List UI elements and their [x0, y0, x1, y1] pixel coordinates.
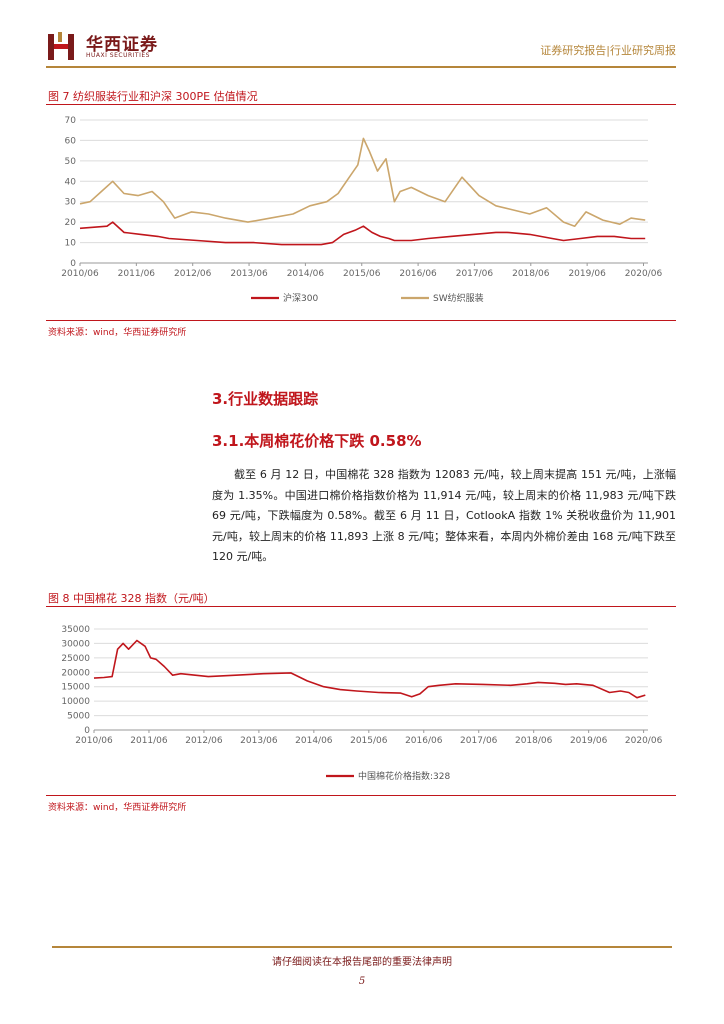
fig8-x-tick-label: 2014/06 [295, 736, 333, 746]
fig7-series-line-0 [79, 221, 646, 246]
fig8-x-tick-label: 2018/06 [515, 736, 553, 746]
fig7-y-tick-label: 20 [65, 218, 77, 228]
fig7-y-tick-label: 50 [65, 157, 77, 167]
figure-8-title: 图 8 中国棉花 328 指数（元/吨） [48, 592, 215, 605]
figure-8-top-rule [46, 606, 676, 607]
footer-divider [52, 946, 672, 948]
fig8-x-tick-label: 2019/06 [570, 736, 608, 746]
fig7-x-tick-label: 2020/06 [625, 269, 663, 279]
fig8-x-tick-label: 2013/06 [240, 736, 278, 746]
fig8-y-tick-label: 20000 [61, 668, 90, 678]
figure-8-chart: 0 5000 10000 15000 20000 25000 30000 35000 2010/… [61, 625, 663, 782]
fig7-x-tick-label: 2013/06 [230, 269, 268, 279]
fig7-x-tick-label: 2010/06 [61, 269, 99, 279]
fig8-legend-label: 中国棉花价格指数:328 [358, 770, 450, 782]
fig7-y-tick-label: 40 [65, 177, 77, 187]
fig7-x-tick-label: 2015/06 [343, 269, 381, 279]
fig8-x-tick-label: 2012/06 [185, 736, 223, 746]
huaxi-logo-icon [48, 32, 74, 60]
fig8-y-tick-label: 10000 [61, 697, 90, 707]
fig7-x-tick-label: 2016/06 [399, 269, 437, 279]
fig8-y-tick-label: 30000 [61, 639, 90, 649]
fig7-x-tick-label: 2017/06 [456, 269, 494, 279]
fig8-x-tick-label: 2011/06 [130, 736, 168, 746]
fig8-x-tick-label: 2015/06 [350, 736, 388, 746]
figure-7-chart: 0 10 20 30 40 50 60 70 2010/06 2011/06 2012/06 2013… [61, 116, 663, 304]
fig8-y-tick-label: 35000 [61, 625, 90, 635]
fig8-x-tick-label: 2017/06 [460, 736, 498, 746]
fig8-x-tick-label: 2016/06 [405, 736, 443, 746]
fig7-x-tick-label: 2014/06 [287, 269, 325, 279]
legal-notice: 请仔细阅读在本报告尾部的重要法律声明 [272, 957, 452, 968]
fig7-legend-label: 沪深300 [283, 292, 318, 304]
fig7-x-tick-label: 2012/06 [174, 269, 212, 279]
fig8-series-line-0 [93, 639, 646, 699]
fig7-x-tick-label: 2018/06 [512, 269, 550, 279]
fig8-y-tick-label: 0 [84, 726, 90, 736]
report-type: 证券研究报告|行业研究周报 [540, 44, 676, 57]
subsection-heading: 3.1.本周棉花价格下跌 0.58% [212, 432, 422, 450]
figure-8-bottom-rule [46, 795, 676, 796]
figure-7-title: 图 7 纺织服装行业和沪深 300PE 估值情况 [48, 90, 258, 103]
fig7-legend-label: SW纺织服装 [433, 292, 484, 304]
figure-7-source: 资料来源：wind，华西证券研究所 [48, 328, 187, 338]
fig7-x-tick-label: 2011/06 [118, 269, 156, 279]
brand-name: 华西证券 [86, 35, 158, 55]
figure-8-source: 资料来源：wind，华西证券研究所 [48, 803, 187, 813]
fig7-y-tick-label: 30 [65, 198, 77, 208]
body-paragraph: 截至 6 月 12 日，中国棉花 328 指数为 12083 元/吨，较上周末提… [212, 468, 676, 563]
fig8-y-tick-label: 5000 [67, 712, 90, 722]
fig8-x-tick-label: 2010/06 [75, 736, 113, 746]
fig8-y-tick-label: 15000 [61, 683, 90, 693]
figure-7-top-rule [46, 104, 676, 105]
page-number: 5 [358, 976, 366, 987]
fig7-x-tick-label: 2019/06 [568, 269, 606, 279]
fig7-series-line-1 [79, 137, 646, 227]
fig8-y-tick-label: 25000 [61, 654, 90, 664]
brand-english-name: HUAXI SECURITIES [86, 52, 150, 59]
figure-7-bottom-rule [46, 320, 676, 321]
fig7-y-tick-label: 0 [70, 259, 76, 269]
fig7-y-tick-label: 60 [65, 136, 77, 146]
fig8-x-tick-label: 2020/06 [625, 736, 663, 746]
fig7-y-tick-label: 70 [65, 116, 77, 126]
section-heading: 3.行业数据跟踪 [212, 390, 319, 408]
fig7-y-tick-label: 10 [65, 239, 77, 249]
header-divider [46, 66, 676, 68]
